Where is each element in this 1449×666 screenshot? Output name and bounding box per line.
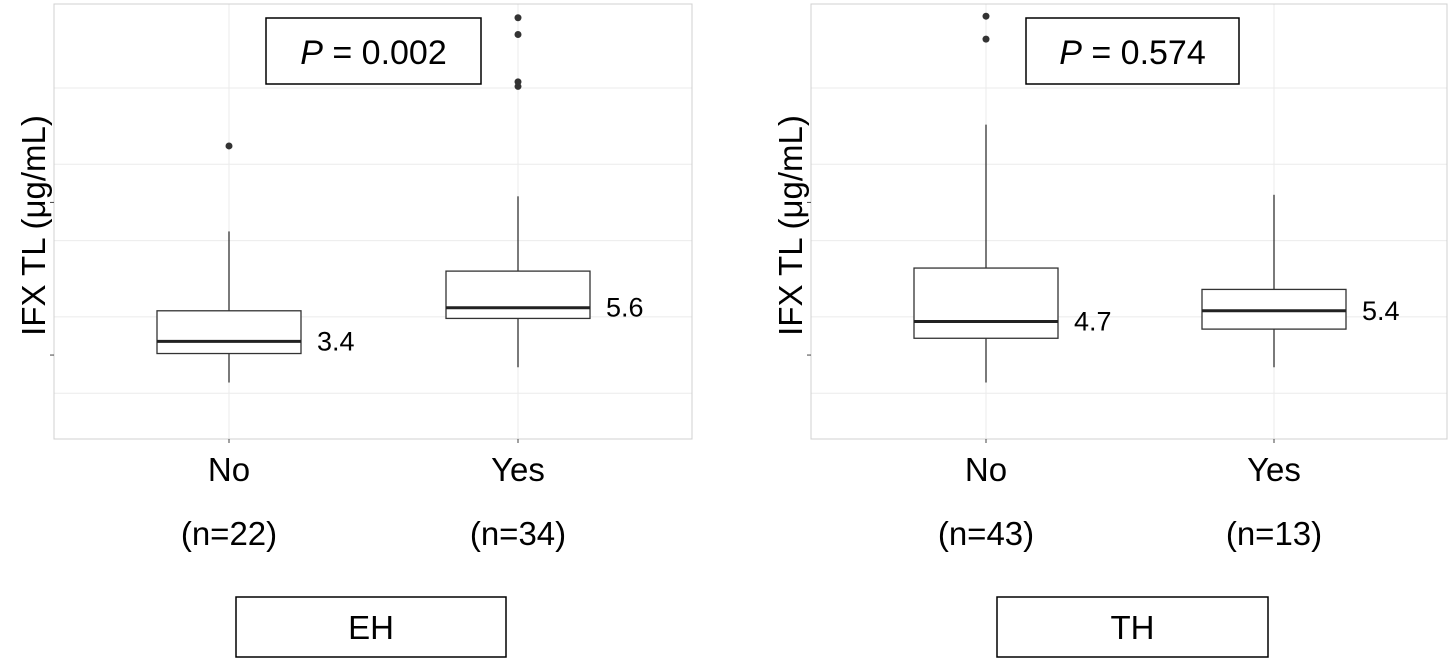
n-label: (n=13) bbox=[1226, 515, 1322, 552]
outlier-point bbox=[514, 14, 522, 22]
median-label: 3.4 bbox=[317, 326, 355, 356]
y-axis-label: IFX TL (μg/mL) bbox=[15, 115, 52, 336]
plot-border bbox=[810, 3, 1448, 440]
outlier-point bbox=[982, 35, 990, 43]
panel-label: TH bbox=[1111, 609, 1155, 646]
p-value-text: P = 0.002 bbox=[300, 34, 447, 72]
p-value-box bbox=[1025, 17, 1240, 85]
outlier-point bbox=[514, 31, 522, 39]
panel-label-box bbox=[996, 596, 1269, 658]
panel-label: EH bbox=[348, 609, 394, 646]
x-tick-label: No bbox=[208, 451, 250, 488]
x-tick-label: Yes bbox=[491, 451, 545, 488]
box-no: 3.4 bbox=[156, 142, 355, 383]
box-yes: 5.4 bbox=[1201, 194, 1400, 368]
box-no: 4.7 bbox=[913, 12, 1112, 383]
outlier-point bbox=[982, 12, 990, 20]
box-yes: 5.6 bbox=[445, 14, 644, 368]
x-tick-label: No bbox=[965, 451, 1007, 488]
box-iqr bbox=[156, 310, 302, 355]
outlier-point bbox=[514, 78, 522, 86]
x-tick-label: Yes bbox=[1247, 451, 1301, 488]
chart-panel-th: 4.7 No (n=43) 5.4 Yes (n=13) P = 0.574 IFX TL (… bbox=[772, 3, 1448, 658]
median-label: 5.4 bbox=[1362, 296, 1400, 326]
median-label: 5.6 bbox=[606, 293, 644, 323]
box-iqr bbox=[445, 270, 591, 320]
n-label: (n=43) bbox=[938, 515, 1034, 552]
n-label: (n=22) bbox=[181, 515, 277, 552]
plot-border bbox=[53, 3, 693, 440]
outlier-point bbox=[225, 142, 233, 150]
y-axis-label: IFX TL (μg/mL) bbox=[772, 115, 809, 336]
p-value-box bbox=[265, 17, 482, 85]
median-label: 4.7 bbox=[1074, 306, 1112, 336]
p-value-text: P = 0.574 bbox=[1059, 34, 1206, 72]
box-iqr bbox=[1201, 288, 1347, 330]
chart-panel-eh: 3.4 No (n=22) 5.6 Yes (n=34) P = 0.002 IFX TL (… bbox=[15, 3, 693, 658]
panel-label-box bbox=[235, 596, 507, 658]
box-iqr bbox=[913, 267, 1059, 339]
n-label: (n=34) bbox=[470, 515, 566, 552]
